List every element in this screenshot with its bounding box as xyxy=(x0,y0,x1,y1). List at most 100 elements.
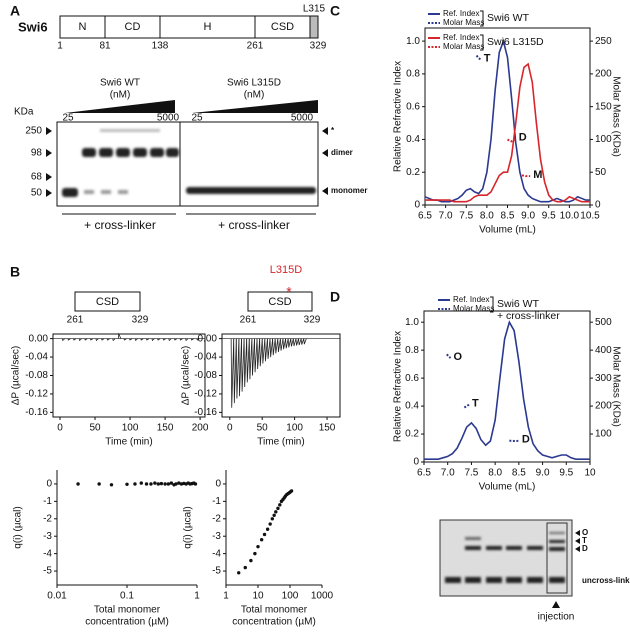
y2-tick-label: 100 xyxy=(595,429,612,440)
band xyxy=(465,537,481,540)
y2-tick-label: 150 xyxy=(595,101,612,112)
residue-number: 261 xyxy=(67,315,84,326)
y-tick-label: -1 xyxy=(43,496,52,507)
injection-peak xyxy=(298,338,302,346)
residue-number: 138 xyxy=(152,41,169,52)
mutation-label: L315D xyxy=(270,264,302,276)
injection-peak xyxy=(259,338,263,367)
size-marker: 98 xyxy=(31,148,43,159)
arrow xyxy=(46,173,52,181)
injection-peak xyxy=(241,338,245,392)
injection-peak xyxy=(233,338,237,404)
x-axis-title: Volume (mL) xyxy=(479,482,536,493)
band xyxy=(62,188,78,197)
point xyxy=(149,482,153,486)
injection-peak xyxy=(101,338,105,341)
peak-label: M xyxy=(533,169,542,181)
point xyxy=(169,481,174,485)
y-tick-label: -5 xyxy=(212,566,221,577)
injection-peak xyxy=(287,338,292,348)
injection-peak xyxy=(256,338,261,370)
y2-tick-label: 300 xyxy=(595,373,612,384)
legend-label: Ref. Index xyxy=(453,295,489,304)
injection-peak xyxy=(157,338,161,341)
injection-peak xyxy=(61,338,66,342)
peak-label: T xyxy=(484,52,491,64)
band xyxy=(486,546,502,550)
injection-peak xyxy=(272,338,276,356)
injection-peak xyxy=(235,338,240,399)
domain xyxy=(247,291,313,312)
y-tick-label: 0 xyxy=(46,479,52,490)
size-marker: 68 xyxy=(31,172,43,183)
point xyxy=(159,481,164,486)
injection-peak xyxy=(292,338,297,347)
band xyxy=(100,129,160,132)
x-tick-label: 7.5 xyxy=(464,468,478,479)
injection-peak xyxy=(95,338,99,342)
injection-peak xyxy=(190,338,194,341)
y-tick-label: 0.6 xyxy=(405,373,419,384)
conc-high: 5000 xyxy=(291,113,314,124)
injection-peak xyxy=(269,338,274,358)
band xyxy=(166,148,179,157)
x-tick-label: 10 xyxy=(584,468,596,479)
x-axis-title: concentration (µM) xyxy=(85,617,169,628)
injection-peak xyxy=(196,338,200,341)
y-tick-label: -1 xyxy=(212,496,221,507)
injection-peak xyxy=(290,338,294,347)
conc-low: 25 xyxy=(62,113,74,124)
injection-peak xyxy=(267,338,271,359)
arrow xyxy=(575,538,580,544)
legend-bracket xyxy=(480,10,484,27)
y-axis-title: ΔP (µcal/sec) xyxy=(11,346,22,406)
y2-tick-label: 200 xyxy=(595,69,612,80)
residue-number: 329 xyxy=(310,41,327,52)
y-tick-label: 0.2 xyxy=(405,429,419,440)
legend-label: Molar Mass xyxy=(443,42,484,51)
injection-peak xyxy=(277,338,281,353)
point xyxy=(139,481,143,485)
y-tick-label: -0.04 xyxy=(25,352,48,363)
injection-peak xyxy=(112,338,116,342)
injection-peak xyxy=(264,338,268,362)
legend-label: Molar Mass xyxy=(443,18,484,27)
refractive-index-line xyxy=(424,38,590,203)
arrow xyxy=(575,546,580,552)
x-tick-label: 8.5 xyxy=(512,468,526,479)
injection-peak xyxy=(280,338,284,351)
y-tick-label: 0 xyxy=(215,479,221,490)
residue-number: 81 xyxy=(99,41,111,52)
panel-label: B xyxy=(10,264,20,280)
injection-peak xyxy=(274,338,279,354)
x-tick-label: 150 xyxy=(157,423,174,434)
x-tick-label: 6.5 xyxy=(418,211,432,222)
conc-high: 5000 xyxy=(157,113,180,124)
species-label: T xyxy=(582,536,587,545)
x-tick-label: 7.0 xyxy=(441,468,455,479)
molar-mass-line xyxy=(463,403,470,409)
point xyxy=(262,532,267,537)
molar-mass-line xyxy=(446,353,452,359)
point xyxy=(109,483,114,487)
refractive-index-line xyxy=(425,62,590,203)
point xyxy=(76,482,80,486)
band xyxy=(549,532,565,534)
y-tick-label: 0.00 xyxy=(198,333,218,344)
injection-peak xyxy=(261,338,266,364)
legend-label: Ref. Index xyxy=(443,9,479,18)
protein-name: Swi6 xyxy=(18,19,48,34)
x-tick-label: 9.5 xyxy=(542,211,556,222)
injection-peak xyxy=(282,338,286,350)
y-tick-label: -3 xyxy=(212,531,221,542)
arrow xyxy=(322,187,328,195)
x-tick-label: 8.5 xyxy=(501,211,515,222)
wedge xyxy=(192,100,318,113)
y-tick-label: 0.4 xyxy=(406,134,420,145)
y-tick-label: -0.12 xyxy=(194,389,217,400)
x-tick-label: 200 xyxy=(192,423,209,434)
x-tick-label: 100 xyxy=(286,423,303,434)
arrow xyxy=(46,189,52,197)
x-axis-title: Volume (mL) xyxy=(479,225,536,236)
point xyxy=(166,482,171,486)
